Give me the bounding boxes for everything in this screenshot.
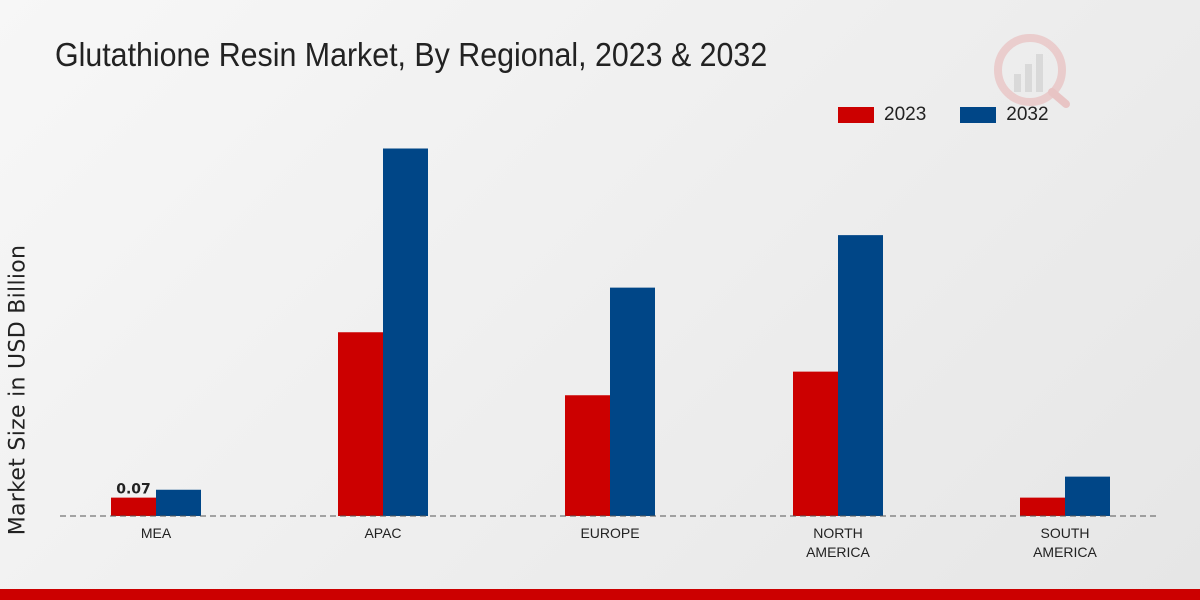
legend-swatch-2032 <box>960 107 997 123</box>
bar-north-america-2023 <box>793 371 838 516</box>
x-tick-label-mea: MEA <box>141 525 172 541</box>
x-tick-label-apac: APAC <box>364 525 401 541</box>
x-tick-label-north-america-line1: NORTH <box>813 525 863 541</box>
bottom-accent-bar <box>0 589 1200 600</box>
bar-mea-2032 <box>156 489 201 516</box>
legend-item-2032: 2032 <box>960 104 1049 126</box>
data-label-mea-2023: 0.07 <box>116 482 151 498</box>
bar-apac-2032 <box>383 148 428 516</box>
bar-north-america-2032 <box>838 235 883 516</box>
bar-mea-2023 <box>111 497 156 516</box>
legend-label-2023: 2023 <box>884 104 927 125</box>
legend-swatch-2023 <box>838 107 874 123</box>
legend-label-2032: 2032 <box>1006 104 1049 125</box>
x-tick-label-south-america-line2: AMERICA <box>1033 544 1097 560</box>
x-tick-label-south-america-line1: SOUTH <box>1041 525 1090 541</box>
bar-europe-2023 <box>565 395 610 516</box>
bar-south-america-2023 <box>1020 497 1065 516</box>
x-tick-label-north-america-line2: AMERICA <box>806 544 870 560</box>
watermark-logo-icon <box>994 34 1070 108</box>
legend-item-2023: 2023 <box>838 104 926 126</box>
chart-title: Glutathione Resin Market, By Regional, 2… <box>55 36 768 73</box>
bar-apac-2023 <box>338 332 383 516</box>
legend: 2023 2032 <box>838 104 1083 126</box>
bar-europe-2032 <box>610 287 655 516</box>
x-tick-label-europe: EUROPE <box>580 525 639 541</box>
bar-south-america-2032 <box>1065 476 1110 516</box>
